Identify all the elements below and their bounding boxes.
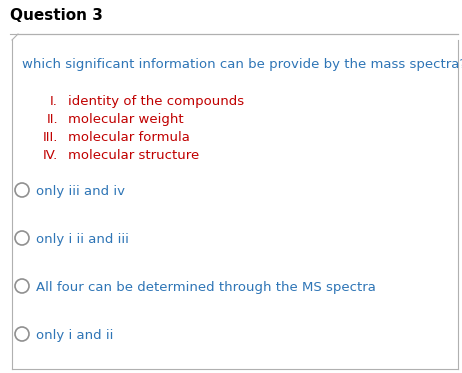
Text: IV.: IV.: [43, 149, 58, 162]
Text: molecular formula: molecular formula: [68, 131, 190, 144]
Text: I.: I.: [50, 95, 58, 108]
Text: molecular weight: molecular weight: [68, 113, 183, 126]
Text: identity of the compounds: identity of the compounds: [68, 95, 244, 108]
Text: which significant information can be provide by the mass spectra?: which significant information can be pro…: [22, 58, 462, 71]
Text: molecular structure: molecular structure: [68, 149, 199, 162]
Text: Question 3: Question 3: [10, 8, 103, 23]
Text: All four can be determined through the MS spectra: All four can be determined through the M…: [36, 281, 376, 294]
Text: only i and ii: only i and ii: [36, 329, 113, 342]
Text: only iii and iv: only iii and iv: [36, 185, 125, 198]
Text: II.: II.: [46, 113, 58, 126]
Text: only i ii and iii: only i ii and iii: [36, 233, 129, 246]
Text: III.: III.: [43, 131, 58, 144]
